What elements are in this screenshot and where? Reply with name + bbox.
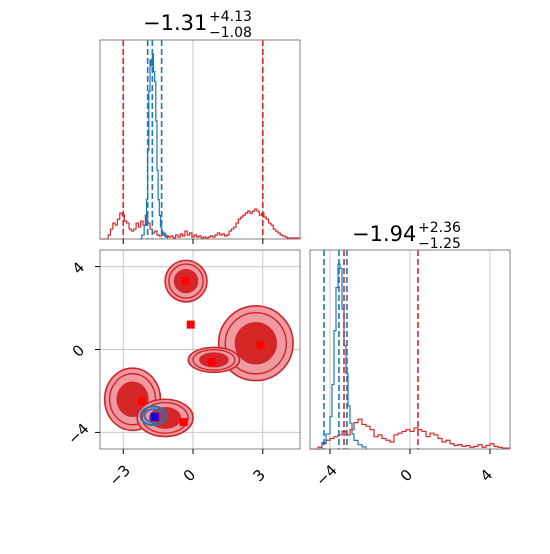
param1-frame xyxy=(99,39,301,240)
blue-contour-inner xyxy=(143,408,164,424)
blue-marker xyxy=(150,412,159,421)
red-marker-1 xyxy=(186,320,195,329)
param1-blue-histogram xyxy=(139,53,169,240)
joint-contours xyxy=(103,259,294,438)
param2-blue-histogram xyxy=(318,263,367,450)
param2-title: −1.94 +2.36 −1.25 xyxy=(352,220,461,252)
param2-xtick-label-2: 4 xyxy=(477,466,496,485)
red-contour-mid-3 xyxy=(108,373,157,426)
joint-density-panel: −3 0 3 4 0 −4 xyxy=(64,249,301,490)
joint-xtick-label-2: 3 xyxy=(250,466,269,485)
param1-title-main: −1.31 xyxy=(143,11,207,35)
param2-xtick-label-1: 0 xyxy=(397,466,416,485)
red-contour-mid-1 xyxy=(224,311,288,375)
red-contour-mid-4 xyxy=(141,401,189,434)
param1-histogram-panel xyxy=(99,39,301,244)
red-marker-4 xyxy=(137,397,146,406)
blue-contour-outer xyxy=(139,405,168,427)
param1-title-sub: −1.08 xyxy=(209,25,252,41)
red-marker-2 xyxy=(207,357,216,366)
param2-title-main: −1.94 xyxy=(352,222,416,246)
param2-xtick-label-0: −4 xyxy=(312,461,340,489)
joint-ytick-label-0: 4 xyxy=(69,258,88,277)
joint-ytick-label-2: −4 xyxy=(64,420,92,448)
red-contour-inner-3 xyxy=(116,381,149,418)
red-contour-mid-0 xyxy=(168,263,204,299)
red-marker-0 xyxy=(182,277,191,286)
param2-histogram-panel: −4 0 4 xyxy=(309,249,511,490)
red-contour-inner-1 xyxy=(234,322,277,365)
red-marker-3 xyxy=(256,341,265,350)
joint-xtick-label-1: 0 xyxy=(180,466,199,485)
param1-title-sup: +4.13 xyxy=(209,9,252,25)
param2-red-histogram xyxy=(310,418,511,450)
joint-ytick-label-1: 0 xyxy=(69,341,88,360)
joint-xtick-label-0: −3 xyxy=(106,461,134,489)
red-marker-5 xyxy=(179,418,188,427)
param2-title-sub: −1.25 xyxy=(418,236,461,252)
red-contour-mid-2 xyxy=(192,348,236,371)
param1-red-histogram xyxy=(100,208,301,240)
param2-title-sup: +2.36 xyxy=(418,220,461,236)
param1-title: −1.31 +4.13 −1.08 xyxy=(143,9,252,41)
